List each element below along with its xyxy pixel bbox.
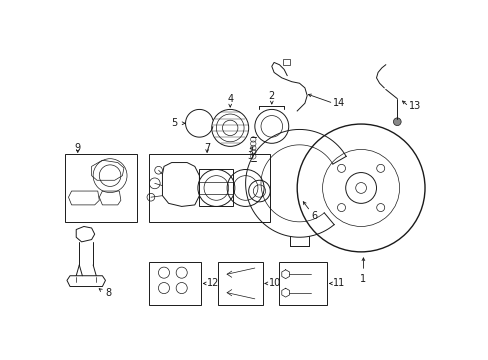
Text: 3: 3 (246, 150, 253, 161)
Circle shape (393, 118, 400, 126)
Bar (279, 262, 326, 305)
Bar (148, 262, 201, 305)
Text: 11: 11 (333, 278, 345, 288)
Text: 9: 9 (75, 143, 81, 153)
Text: 7: 7 (203, 143, 210, 153)
Bar (218, 262, 262, 305)
Text: 8: 8 (105, 288, 111, 298)
Text: 6: 6 (311, 211, 317, 221)
Text: 14: 14 (333, 98, 345, 108)
Text: 2: 2 (268, 91, 274, 100)
Bar (199, 170, 233, 206)
Text: 12: 12 (206, 278, 219, 288)
Bar (282, 59, 290, 65)
Bar (65, 154, 137, 222)
Text: 10: 10 (268, 278, 281, 288)
Text: 4: 4 (227, 94, 233, 104)
Text: 5: 5 (171, 118, 178, 128)
Bar (148, 154, 270, 222)
Text: 13: 13 (408, 101, 420, 111)
Text: 1: 1 (360, 274, 366, 284)
